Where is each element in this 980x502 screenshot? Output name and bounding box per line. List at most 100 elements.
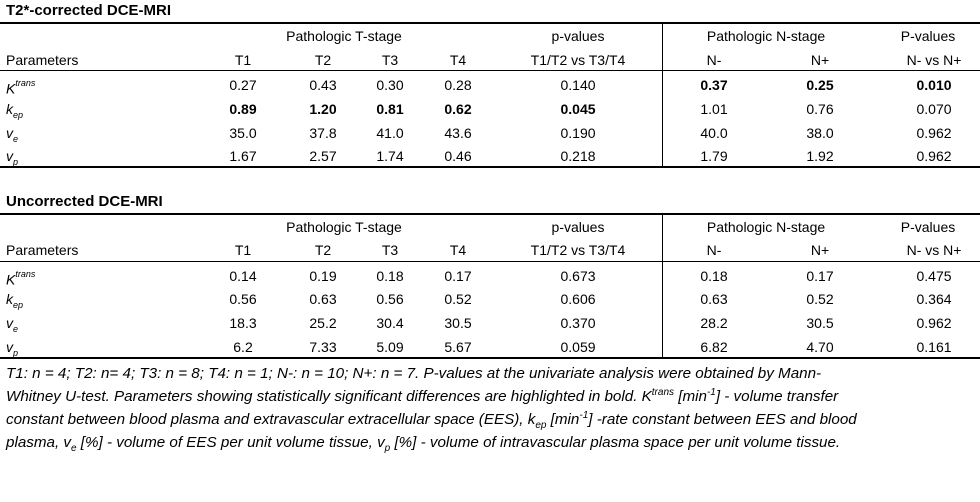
table-cell: 30.5 — [806, 315, 834, 331]
column-header: T1 — [234, 242, 252, 258]
footnote-line-2a: Whitney U-test. Parameters showing stati… — [6, 388, 652, 405]
parameter-symbol: v — [6, 125, 13, 141]
column-header: T3 — [381, 242, 399, 258]
table-cell: 0.52 — [806, 291, 834, 307]
table-cell: 0.140 — [560, 77, 596, 93]
parameter-subscript: p — [13, 156, 19, 167]
header-rule — [0, 261, 980, 262]
table-cell: 0.962 — [916, 125, 952, 141]
footnote-line-1: T1: n = 4; T2: n= 4; T3: n = 8; T4: n = … — [6, 365, 822, 382]
table-cell: 30.4 — [376, 315, 404, 331]
footnote-line-3a: constant between blood plasma and extrav… — [6, 411, 536, 428]
table-cell: 0.14 — [229, 268, 257, 284]
column-header: T1/T2 vs T3/T4 — [530, 242, 626, 258]
table-cell: 38.0 — [806, 125, 834, 141]
table-cell: 1.79 — [700, 148, 728, 164]
table-cell: 0.62 — [444, 101, 472, 117]
group-header: P-values — [900, 28, 956, 44]
parameter-superscript: trans — [15, 78, 36, 88]
column-header: T2 — [314, 242, 332, 258]
header-rule — [0, 70, 980, 71]
table-cell: 0.63 — [700, 291, 728, 307]
parameter-label: ve — [6, 124, 18, 148]
parameter-label: vp — [6, 147, 18, 171]
parameter-superscript: trans — [15, 269, 36, 279]
group-header: Pathologic N-stage — [706, 28, 826, 44]
footnote-sub: e — [71, 443, 77, 455]
table-cell: 35.0 — [229, 125, 257, 141]
parameter-subscript: e — [13, 323, 19, 334]
table-cell: 0.81 — [376, 101, 404, 117]
column-header: Parameters — [6, 242, 79, 258]
table-cell: 1.92 — [806, 148, 834, 164]
table-cell: 0.43 — [309, 77, 337, 93]
table-cell: 0.218 — [560, 148, 596, 164]
column-header: N- vs N+ — [906, 52, 962, 68]
column-header: T1 — [234, 52, 252, 68]
table-cell: 40.0 — [700, 125, 728, 141]
parameter-subscript: ep — [13, 109, 24, 120]
table-cell: 25.2 — [309, 315, 337, 331]
table-cell: 0.370 — [560, 315, 596, 331]
footnote-sup: -1 — [579, 409, 589, 421]
table-cell: 41.0 — [376, 125, 404, 141]
table-cell: 1.74 — [376, 148, 404, 164]
parameter-subscript: ep — [13, 299, 24, 310]
column-header: N+ — [810, 52, 830, 68]
group-header: p-values — [551, 28, 605, 44]
group-header: P-values — [900, 219, 956, 235]
parameter-label: Ktrans — [6, 267, 35, 289]
table-cell: 0.010 — [916, 77, 952, 93]
table-cell: 0.30 — [376, 77, 404, 93]
table-cell: 28.2 — [700, 315, 728, 331]
column-header: N- — [706, 242, 722, 258]
column-divider — [662, 213, 663, 358]
table-cell: 0.28 — [444, 77, 472, 93]
table-cell: 1.20 — [309, 101, 337, 117]
table-cell: 0.045 — [560, 101, 596, 117]
parameter-symbol: v — [6, 339, 13, 355]
section-title: T2*-corrected DCE-MRI — [6, 2, 172, 19]
column-header: T4 — [449, 52, 467, 68]
parameter-symbol: k — [6, 291, 13, 307]
table-cell: 1.67 — [229, 148, 257, 164]
table-top-rule — [0, 22, 980, 24]
column-header: N- vs N+ — [906, 242, 962, 258]
footnote-line-2c: ] - volume transfer — [715, 388, 839, 405]
table-cell: 0.56 — [229, 291, 257, 307]
column-header: T1/T2 vs T3/T4 — [530, 52, 626, 68]
footnote-sup: -1 — [706, 386, 716, 398]
section-title: Uncorrected DCE-MRI — [6, 193, 163, 210]
column-header: N+ — [810, 242, 830, 258]
table-cell: 0.364 — [916, 291, 952, 307]
table-cell: 0.52 — [444, 291, 472, 307]
group-header: p-values — [551, 219, 605, 235]
table-bottom-rule — [0, 166, 980, 168]
table-cell: 18.3 — [229, 315, 257, 331]
column-header: Parameters — [6, 52, 79, 68]
parameter-subscript: e — [13, 133, 19, 144]
footnote-line-3c: ] -rate constant between EES and blood — [588, 411, 857, 428]
table-cell: 0.475 — [916, 268, 952, 284]
table-cell: 0.17 — [444, 268, 472, 284]
table-cell: 5.67 — [444, 339, 472, 355]
table-cell: 0.18 — [700, 268, 728, 284]
table-cell: 0.18 — [376, 268, 404, 284]
column-header: N- — [706, 52, 722, 68]
group-header: Pathologic T-stage — [286, 28, 402, 44]
table-cell: 0.19 — [309, 268, 337, 284]
footnote-line-4b: [%] - volume of EES per unit volume tiss… — [76, 434, 385, 451]
table-top-rule — [0, 213, 980, 215]
table-cell: 6.2 — [233, 339, 253, 355]
parameter-symbol: K — [6, 271, 16, 288]
table-cell: 30.5 — [444, 315, 472, 331]
table-cell: 0.76 — [806, 101, 834, 117]
table-cell: 0.37 — [700, 77, 728, 93]
parameter-subscript: p — [13, 347, 19, 358]
column-divider — [662, 22, 663, 167]
parameter-label: kep — [6, 100, 23, 124]
table-cell: 37.8 — [309, 125, 337, 141]
table-cell: 0.46 — [444, 148, 472, 164]
table-cell: 7.33 — [309, 339, 337, 355]
parameter-symbol: v — [6, 315, 13, 331]
